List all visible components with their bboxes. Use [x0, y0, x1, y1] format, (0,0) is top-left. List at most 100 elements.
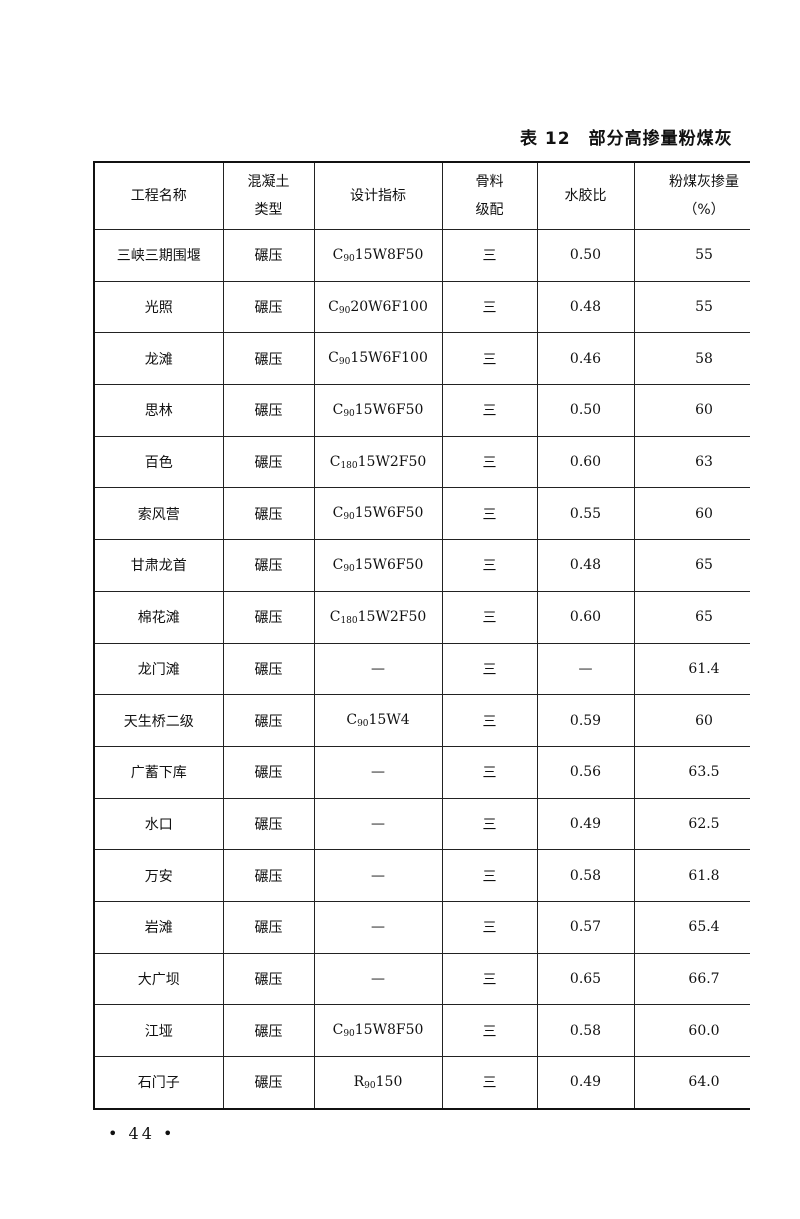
- cell-fly-ash-content: 65: [633, 539, 750, 592]
- table-row: 甘肃龙首 碾压 C9015W6F50 三 0.48 65: [93, 539, 750, 592]
- table-number: 表 12: [520, 129, 571, 149]
- cell-project-name: 石门子: [93, 1055, 224, 1110]
- cell-project-name: 三峡三期围堰: [93, 229, 224, 282]
- cell-design-index: C9015W6F50: [313, 384, 443, 437]
- table-row: 江垭 碾压 C9015W8F50 三 0.58 60.0: [93, 1004, 750, 1057]
- cell-project-name: 思林: [93, 384, 224, 437]
- cell-water-binder-ratio: 0.58: [536, 849, 635, 902]
- table-row: 龙门滩 碾压 — 三 —61.4: [93, 642, 750, 696]
- table-row: 大广坝 碾压 — 三 0.65 66.7: [93, 952, 750, 1006]
- cell-aggregate-grading: 三: [441, 952, 538, 1006]
- table-clip: 工程名称 混凝土 类型 设计指标 骨料 级配 水胶比 粉煤灰掺量 （%） 三峡三期围堰 碾压…: [0, 150, 750, 1130]
- cell-water-binder-ratio: 0.49: [536, 797, 635, 851]
- cell-water-binder-ratio: 0.60: [536, 435, 635, 489]
- design-rest: 150: [375, 1073, 403, 1090]
- design-age-subscript: 90: [343, 512, 355, 523]
- cell-project-name: 江垭: [93, 1004, 224, 1057]
- cell-design-index: C9015W6F50: [313, 539, 443, 592]
- cell-design-index: —: [313, 849, 443, 902]
- cell-design-index: R90150: [313, 1055, 443, 1110]
- cell-fly-ash-content: 58: [633, 332, 750, 386]
- table-row: 索风营 碾压 C9015W6F50 三 0.55 60: [93, 487, 750, 541]
- cell-design-index: —: [313, 900, 443, 954]
- cell-fly-ash-content: 62.5: [633, 797, 750, 851]
- cell-water-binder-ratio: 0.56: [536, 745, 635, 799]
- header-col-design-index: 设计指标: [313, 161, 443, 230]
- design-age-subscript: 180: [340, 460, 358, 471]
- cell-aggregate-grading: 三: [441, 435, 538, 489]
- cell-aggregate-grading: 三: [441, 900, 538, 954]
- cell-fly-ash-content: 63: [633, 435, 750, 489]
- cell-fly-ash-content: 65.4: [633, 900, 750, 954]
- cell-water-binder-ratio: —: [536, 642, 635, 696]
- design-base: C: [332, 246, 344, 263]
- cell-concrete-type: 碾压: [222, 745, 315, 799]
- header-row: 工程名称 混凝土 类型 设计指标 骨料 级配 水胶比 粉煤灰掺量 （%）: [93, 161, 750, 230]
- design-age-subscript: 90: [343, 253, 355, 264]
- cell-water-binder-ratio: 0.59: [536, 694, 635, 747]
- table-row: 岩滩 碾压 — 三 0.57 65.4: [93, 900, 750, 954]
- cell-project-name: 广蓄下库: [93, 745, 224, 799]
- design-base: C: [332, 505, 344, 522]
- cell-project-name: 索风营: [93, 487, 224, 541]
- table-row: 龙滩 碾压 C9015W6F100 三 0.46 58: [93, 332, 750, 386]
- design-age-subscript: 90: [364, 1080, 376, 1091]
- cell-design-index: C9015W8F50: [313, 1004, 443, 1057]
- cell-project-name: 岩滩: [93, 900, 224, 954]
- design-base: C: [346, 712, 358, 729]
- cell-fly-ash-content: 60.0: [633, 1004, 750, 1057]
- cell-project-name: 光照: [93, 280, 224, 334]
- cell-concrete-type: 碾压: [222, 1004, 315, 1057]
- design-age-subscript: 90: [338, 357, 351, 368]
- cell-concrete-type: 碾压: [222, 539, 315, 592]
- table-row: 光照 碾压 C9020W6F100 三 0.48 55: [93, 280, 750, 334]
- cell-project-name: 甘肃龙首: [93, 539, 224, 592]
- design-rest: 15W6F50: [354, 556, 424, 573]
- design-rest: 15W8F50: [354, 246, 424, 263]
- cell-fly-ash-content: 61.4: [633, 642, 750, 696]
- table-row: 百色 碾压 C18015W2F50 三 0.60 63: [93, 435, 750, 489]
- table-row: 棉花滩 碾压 C18015W2F50 三 0.60 65: [93, 590, 750, 644]
- table-row: 三峡三期围堰 碾压 C9015W8F50 三 0.50 55: [93, 229, 750, 282]
- header-col-aggregate-grading: 骨料 级配: [441, 161, 538, 230]
- table-row: 广蓄下库 碾压 — 三 0.56 63.5: [93, 745, 750, 799]
- cell-design-index: —: [313, 745, 443, 799]
- cell-concrete-type: 碾压: [222, 797, 315, 851]
- cell-water-binder-ratio: 0.57: [536, 900, 635, 954]
- cell-project-name: 棉花滩: [93, 590, 224, 644]
- cell-design-index: C9015W8F50: [313, 229, 443, 282]
- cell-design-index: C9020W6F100: [313, 280, 443, 334]
- design-rest: 20W6F100: [350, 298, 428, 315]
- cell-project-name: 龙滩: [93, 332, 224, 386]
- cell-fly-ash-content: 65: [633, 590, 750, 644]
- cell-aggregate-grading: 三: [441, 1055, 538, 1110]
- cell-concrete-type: 碾压: [222, 332, 315, 386]
- cell-aggregate-grading: 三: [441, 849, 538, 902]
- cell-aggregate-grading: 三: [441, 229, 538, 282]
- table-row: 石门子 碾压 R90150 三 0.49 64.0: [93, 1055, 750, 1110]
- cell-design-index: —: [313, 797, 443, 851]
- design-base: R: [353, 1073, 365, 1090]
- cell-fly-ash-content: 55: [633, 229, 750, 282]
- cell-concrete-type: 碾压: [222, 694, 315, 747]
- cell-aggregate-grading: 三: [441, 797, 538, 851]
- cell-water-binder-ratio: 0.48: [536, 280, 635, 334]
- table-title: 表 12 部分高掺量粉煤灰: [520, 124, 733, 149]
- cell-water-binder-ratio: 0.50: [536, 384, 635, 437]
- cell-concrete-type: 碾压: [222, 280, 315, 334]
- header-col-water-binder-ratio: 水胶比: [536, 161, 635, 230]
- cell-fly-ash-content: 60: [633, 384, 750, 437]
- cell-aggregate-grading: 三: [441, 1004, 538, 1057]
- design-rest: 15W4: [368, 712, 410, 729]
- cell-concrete-type: 碾压: [222, 952, 315, 1006]
- design-age-subscript: 180: [340, 615, 358, 626]
- cell-fly-ash-content: 60: [633, 487, 750, 541]
- cell-fly-ash-content: 55: [633, 280, 750, 334]
- cell-aggregate-grading: 三: [441, 694, 538, 747]
- cell-aggregate-grading: 三: [441, 384, 538, 437]
- cell-fly-ash-content: 61.8: [633, 849, 750, 902]
- cell-design-index: C9015W6F50: [313, 487, 443, 541]
- design-rest: 15W2F50: [357, 453, 427, 470]
- design-rest: 15W6F100: [350, 350, 428, 367]
- cell-water-binder-ratio: 0.50: [536, 229, 635, 282]
